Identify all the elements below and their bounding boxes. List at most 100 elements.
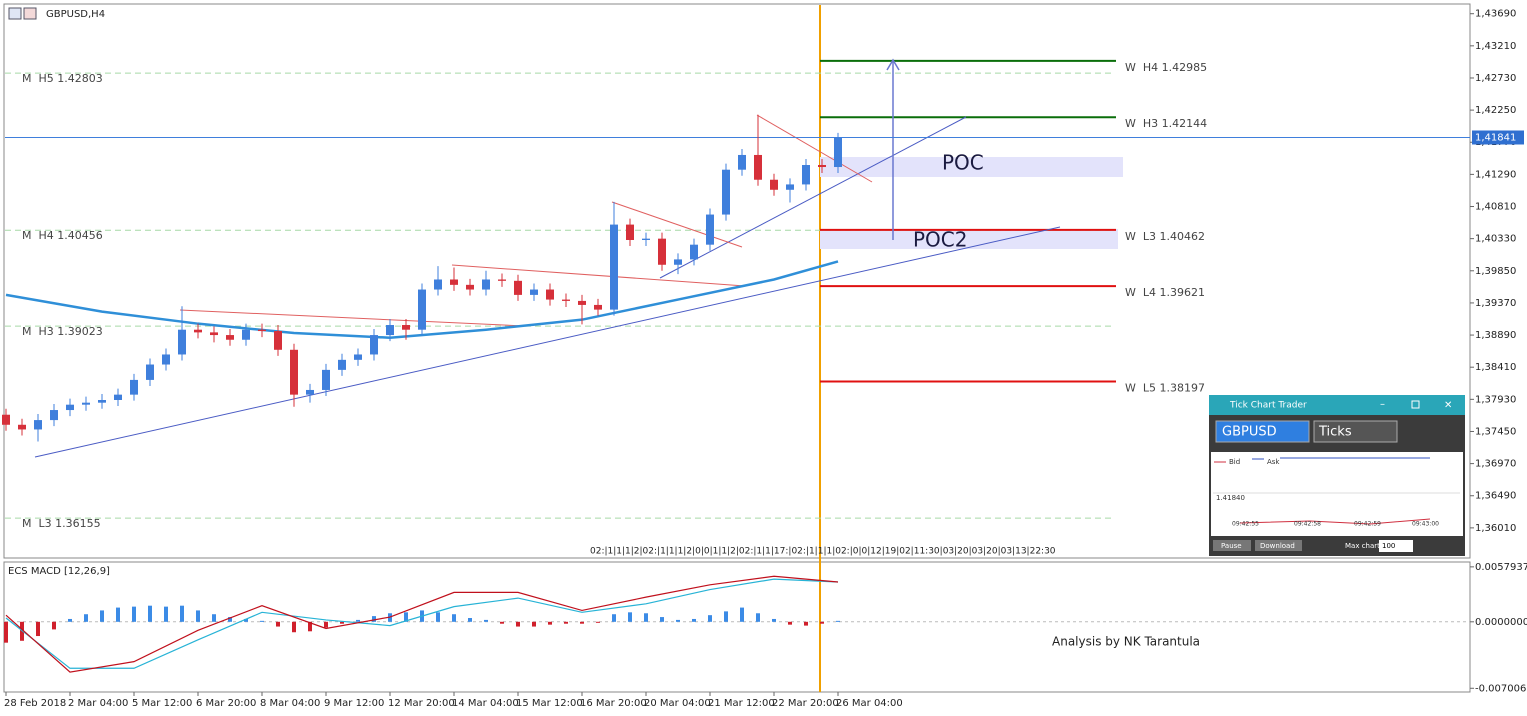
candle-body	[466, 284, 474, 290]
level-label: M H3 1.39023	[22, 325, 103, 338]
time-label: 09:43:00	[1412, 521, 1439, 528]
trend-line	[659, 116, 967, 279]
candle-body	[130, 379, 138, 395]
candle-body	[594, 304, 602, 310]
macd-histogram-bar	[276, 621, 280, 627]
maximize-button[interactable]	[1411, 400, 1420, 409]
x-tick-label: 20 Mar 04:00	[644, 698, 711, 709]
candle-body	[354, 354, 362, 360]
level-label: W L3 1.40462	[1125, 230, 1205, 243]
macd-histogram-bar	[468, 618, 472, 622]
current-price-box	[1472, 130, 1524, 145]
main-panel-frame	[3, 3, 1471, 559]
candle-body	[306, 389, 314, 395]
macd-histogram-bar	[676, 619, 680, 622]
annotation: POC2	[913, 228, 968, 252]
candle-body	[450, 279, 458, 285]
macd-histogram-bar	[724, 611, 728, 622]
y-tick-label: 1,40330	[1475, 234, 1516, 245]
candle-body	[818, 165, 826, 168]
title-bar	[1209, 395, 1465, 415]
y-tick-label: 1,43690	[1475, 9, 1516, 20]
time-label: 09:42:58	[1294, 521, 1321, 528]
x-tick-label: 28 Feb 2018	[4, 698, 66, 709]
candle-body	[50, 410, 58, 421]
candle-body	[690, 244, 698, 260]
chart-icon	[23, 7, 37, 20]
button-label: Pause	[1221, 542, 1242, 550]
macd-histogram-bar	[692, 618, 696, 622]
candle-body	[66, 404, 74, 411]
macd-histogram-bar	[100, 610, 104, 622]
y-tick-label: -0.0070069	[1475, 683, 1527, 694]
trend-line	[34, 226, 1061, 458]
x-tick-label: 22 Mar 20:00	[772, 698, 839, 709]
candle-body	[802, 165, 810, 185]
macd-histogram-bar	[532, 621, 536, 627]
macd-histogram-bar	[708, 615, 712, 622]
candle-body	[722, 169, 730, 215]
candle-body	[2, 414, 10, 425]
y-tick-label: 0.0000000	[1475, 617, 1527, 628]
y-tick-label: 1,43210	[1475, 41, 1516, 52]
macd-histogram-bar	[580, 621, 584, 624]
candle-body	[242, 329, 250, 340]
macd-histogram-bar	[68, 618, 72, 622]
macd-histogram-bar	[180, 605, 184, 622]
macd-histogram-bar	[212, 614, 216, 622]
macd-histogram-bar	[452, 614, 456, 622]
candle-body	[754, 154, 762, 180]
macd-histogram-bar	[148, 605, 152, 622]
macd-histogram-bar	[52, 621, 56, 630]
candle-body	[434, 279, 442, 290]
macd-histogram-bar	[516, 621, 520, 627]
candle-body	[786, 184, 794, 190]
minimize-button[interactable]: –	[1380, 399, 1385, 410]
legend-label: Ask	[1267, 458, 1280, 466]
y-tick-label: 0.0057937	[1475, 562, 1527, 573]
mode-value: Ticks	[1318, 425, 1352, 440]
pause-button[interactable]	[1213, 540, 1251, 551]
candle-body	[834, 137, 842, 168]
x-tick-label: 6 Mar 20:00	[196, 698, 256, 709]
bid-line	[1239, 518, 1431, 525]
candle-body	[162, 354, 170, 365]
level-label: W L4 1.39621	[1125, 286, 1205, 299]
macd-histogram-bar	[404, 612, 408, 622]
candle-body	[706, 214, 714, 245]
candle-body	[418, 289, 426, 330]
price-label: 1.41840	[1216, 494, 1245, 502]
y-tick-label: 1,41290	[1475, 169, 1516, 180]
annotation: POC	[942, 151, 984, 175]
arrow-head	[886, 58, 900, 71]
candle-body	[370, 335, 378, 355]
macd-line	[5, 575, 839, 673]
candle-body	[210, 332, 218, 336]
macd-histogram-bar	[244, 618, 248, 622]
level-label: M H4 1.40456	[22, 229, 103, 242]
length-value: 100	[1382, 542, 1395, 550]
close-button[interactable]: ✕	[1444, 400, 1452, 411]
y-tick-label: 1,42730	[1475, 73, 1516, 84]
poc-zone	[820, 157, 1123, 177]
candle-body	[258, 329, 266, 332]
macd-histogram-bar	[228, 617, 232, 622]
x-tick-label: 5 Mar 12:00	[132, 698, 192, 709]
mode-select[interactable]	[1313, 420, 1398, 443]
y-tick-label: 1,39850	[1475, 266, 1516, 277]
download-button[interactable]	[1255, 540, 1302, 551]
level-label: W H4 1.42985	[1125, 61, 1207, 74]
x-tick-label: 21 Mar 12:00	[708, 698, 775, 709]
tick-chart-trader: Tick Chart Trader – ✕ GBPUSD Ticks Bid A…	[1209, 395, 1465, 556]
moving-average	[5, 260, 839, 339]
macd-histogram-bar	[548, 621, 552, 625]
x-tick-label: 12 Mar 20:00	[388, 698, 455, 709]
y-tick-label: 1,39370	[1475, 298, 1516, 309]
candle-body	[274, 331, 282, 350]
symbol-select[interactable]	[1215, 420, 1310, 443]
candle-body	[738, 154, 746, 170]
y-tick-label: 1,36010	[1475, 523, 1516, 534]
length-label: Max chart length:	[1345, 542, 1407, 550]
length-select[interactable]	[1379, 540, 1413, 552]
